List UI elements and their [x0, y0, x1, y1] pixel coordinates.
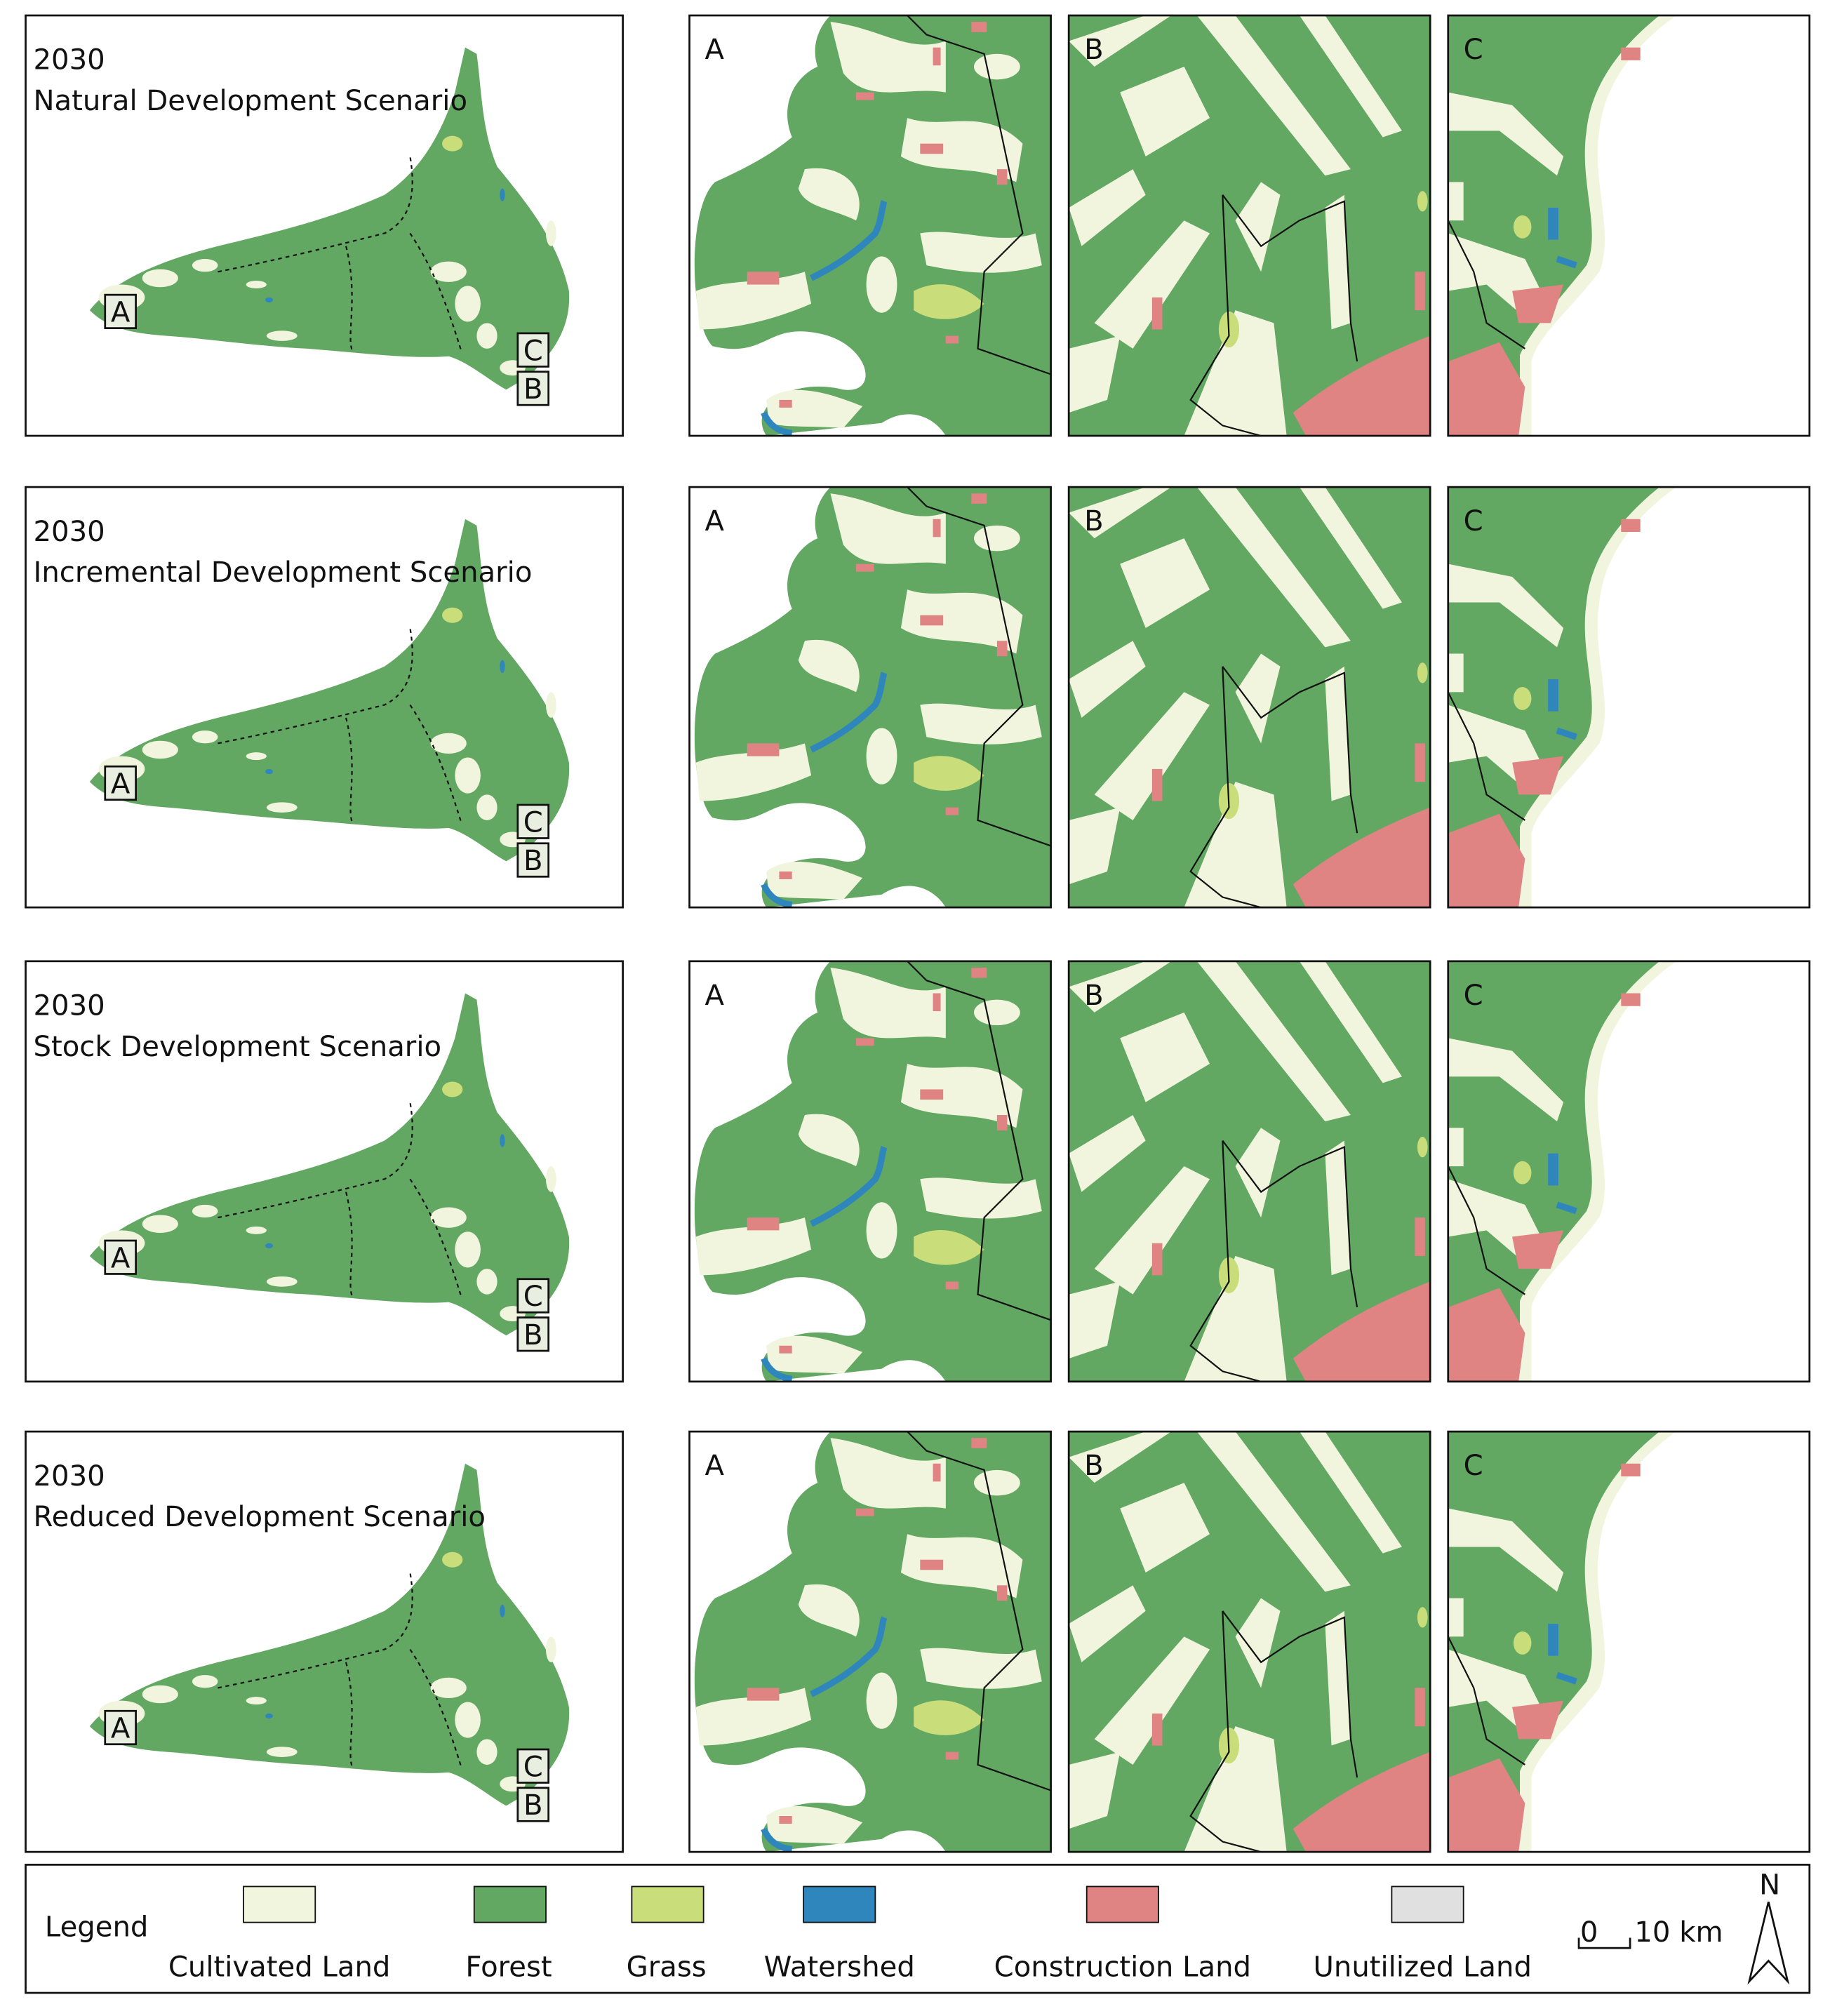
legend-swatch: [1391, 1885, 1464, 1923]
inset-marker: [516, 1787, 550, 1822]
inset-map: [1069, 487, 1430, 907]
inset-label: C: [1464, 505, 1483, 538]
inset-label: C: [1464, 1450, 1483, 1482]
inset-marker: [104, 1239, 137, 1275]
inset-map: [695, 15, 1051, 436]
legend-label: Unutilized Land: [1313, 1951, 1531, 1983]
inset-marker: [516, 842, 550, 878]
inset-marker: [516, 1316, 550, 1352]
scale-bar: [1577, 1937, 1631, 1949]
inset-map: [1448, 961, 1676, 1382]
inset-marker-label: B: [523, 1789, 543, 1822]
inset-marker-label: B: [523, 373, 543, 406]
north-label: N: [1759, 1869, 1780, 1901]
inset-frame: [1067, 1430, 1431, 1853]
legend-swatch: [243, 1885, 316, 1923]
inset-frame: [688, 14, 1052, 437]
legend-label: Watershed: [764, 1951, 915, 1983]
legend-label: Forest: [465, 1951, 552, 1983]
inset-map: [1448, 15, 1676, 436]
inset-marker-label: B: [523, 845, 543, 877]
inset-marker: [104, 1709, 137, 1746]
inset-frame: [688, 486, 1052, 909]
legend-title: Legend: [45, 1911, 149, 1944]
panel-frame: [25, 14, 624, 437]
inset-frame: [688, 960, 1052, 1383]
inset-marker-label: C: [523, 806, 543, 839]
inset-map: [695, 487, 1051, 907]
inset-label: B: [1084, 1450, 1104, 1482]
inset-map: [1448, 487, 1676, 907]
inset-label: B: [1084, 34, 1104, 66]
inset-map: [1069, 961, 1430, 1382]
inset-marker-label: C: [523, 1751, 543, 1783]
panel-scenario: Reduced Development Scenario: [33, 1501, 485, 1533]
inset-marker: [516, 371, 550, 406]
inset-label: A: [704, 1450, 724, 1482]
panel-frame: [25, 960, 624, 1383]
inset-marker: [104, 765, 137, 801]
inset-marker: [516, 332, 550, 368]
legend-label: Cultivated Land: [168, 1951, 391, 1983]
panel-year: 2030: [33, 1460, 105, 1493]
inset-map: [1448, 1431, 1676, 1852]
legend-label: Construction Land: [994, 1951, 1251, 1983]
legend: Legend 0 10 km N Cultivated Land Forest Gr…: [25, 1864, 1811, 1994]
legend-frame: [25, 1864, 1811, 1994]
inset-marker-label: A: [111, 768, 131, 801]
inset-label: A: [704, 505, 724, 538]
inset-label: B: [1084, 505, 1104, 538]
panel-scenario: Stock Development Scenario: [33, 1031, 441, 1063]
north-arrow: [1747, 1902, 1790, 1985]
panel-scenario: Natural Development Scenario: [33, 85, 467, 117]
inset-marker-label: B: [523, 1319, 543, 1351]
panel-frame: [25, 1430, 624, 1853]
inset-frame: [1067, 486, 1431, 909]
inset-label: C: [1464, 34, 1483, 66]
scale-start: 0: [1580, 1916, 1598, 1949]
panel-year: 2030: [33, 990, 105, 1022]
inset-marker: [516, 803, 550, 839]
inset-marker: [516, 1748, 550, 1784]
inset-marker-label: C: [523, 335, 543, 367]
inset-marker-label: C: [523, 1281, 543, 1313]
inset-frame: [1447, 486, 1811, 909]
legend-swatch: [1086, 1885, 1159, 1923]
inset-marker-label: A: [111, 297, 131, 329]
panel-year: 2030: [33, 516, 105, 548]
inset-label: A: [704, 980, 724, 1012]
inset-map: [1069, 15, 1430, 436]
inset-frame: [688, 1430, 1052, 1853]
inset-frame: [1067, 14, 1431, 437]
inset-frame: [1447, 960, 1811, 1383]
inset-label: B: [1084, 980, 1104, 1012]
inset-frame: [1067, 960, 1431, 1383]
legend-swatch: [473, 1885, 547, 1923]
inset-marker-label: A: [111, 1242, 131, 1274]
inset-map: [1069, 1431, 1430, 1852]
inset-marker: [516, 1278, 550, 1314]
inset-label: C: [1464, 980, 1483, 1012]
inset-label: A: [704, 34, 724, 66]
inset-marker: [104, 293, 137, 330]
legend-swatch: [803, 1885, 876, 1923]
inset-map: [695, 961, 1051, 1382]
panel-scenario: Incremental Development Scenario: [33, 556, 532, 589]
inset-frame: [1447, 1430, 1811, 1853]
inset-marker-label: A: [111, 1713, 131, 1745]
panel-frame: [25, 486, 624, 909]
inset-frame: [1447, 14, 1811, 437]
inset-map: [695, 1431, 1051, 1852]
legend-swatch: [631, 1885, 704, 1923]
legend-label: Grass: [627, 1951, 707, 1983]
scale-end: 10 km: [1634, 1916, 1723, 1949]
panel-year: 2030: [33, 44, 105, 76]
